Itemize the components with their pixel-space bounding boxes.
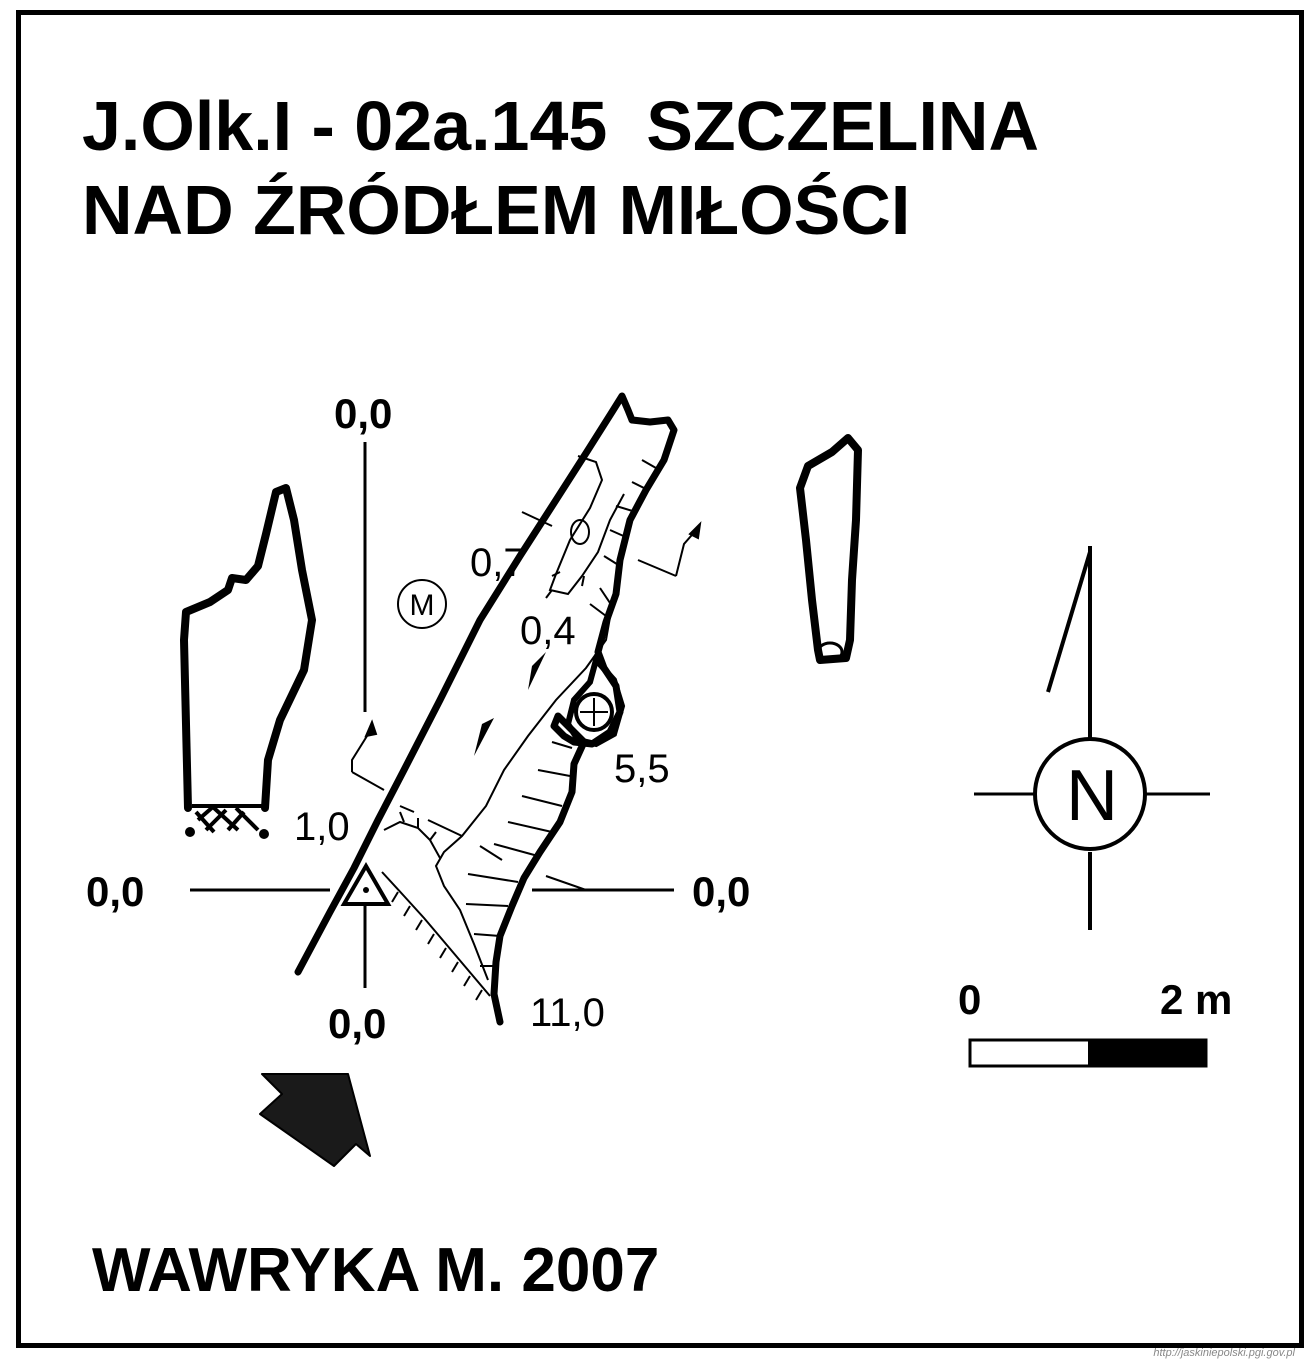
slope-arrow-2 bbox=[474, 718, 494, 756]
depth-label-11-0: 11,0 bbox=[530, 991, 605, 1035]
m-marker-circle bbox=[397, 579, 447, 629]
cave-wall-east bbox=[490, 416, 678, 1026]
datum-label-top: 0,0 bbox=[334, 390, 392, 437]
small-boulder bbox=[570, 519, 590, 545]
author-credit: WAWRYKA M. 2007 bbox=[92, 1236, 660, 1305]
cave-wall-west bbox=[294, 392, 636, 976]
north-compass-icon bbox=[974, 546, 1210, 930]
rock-outline-right bbox=[796, 434, 862, 664]
entrance-arrow-icon bbox=[259, 1073, 371, 1167]
shaft-chamber-wall bbox=[564, 653, 626, 748]
scale-label-start: 0 bbox=[958, 976, 981, 1023]
scale-label-end: 2 m bbox=[1160, 976, 1232, 1023]
depth-label-0-7: 0,7 bbox=[470, 541, 526, 585]
rock-outline-left bbox=[180, 484, 316, 812]
map-frame bbox=[16, 10, 1304, 1348]
depth-label-0-4: 0,4 bbox=[520, 609, 576, 653]
datum-label-right: 0,0 bbox=[692, 868, 750, 915]
title-line-2: NAD ŹRÓDŁEM MIŁOŚCI bbox=[82, 171, 911, 249]
scale-bar bbox=[968, 1038, 1208, 1068]
cross-section-line-lower bbox=[351, 719, 587, 891]
boulder-symbol bbox=[816, 641, 844, 663]
depth-label-1-0: 1,0 bbox=[294, 805, 350, 849]
north-label: N bbox=[1066, 756, 1118, 836]
m-marker-label: M bbox=[410, 589, 435, 622]
depth-label-5-5: 5,5 bbox=[614, 747, 670, 791]
datum-label-bottom: 0,0 bbox=[328, 1000, 386, 1047]
sediment-hatch bbox=[192, 804, 264, 834]
survey-point-dot bbox=[363, 887, 369, 893]
datum-label-left: 0,0 bbox=[86, 868, 144, 915]
map-title: J.Olk.I - 02a.145 SZCZELINA NAD ŹRÓDŁEM … bbox=[82, 84, 1039, 252]
floor-detail-lines bbox=[381, 455, 657, 997]
slope-ticks bbox=[391, 571, 585, 1001]
survey-point-triangle-icon bbox=[340, 862, 392, 906]
shaft-symbol-icon bbox=[574, 692, 614, 732]
title-line-1: J.Olk.I - 02a.145 SZCZELINA bbox=[82, 87, 1039, 165]
hatch-dot-left bbox=[185, 827, 195, 837]
cross-section-line-upper bbox=[521, 511, 702, 577]
source-url[interactable]: http://jaskiniepolski.pgi.gov.pl bbox=[1153, 1347, 1295, 1359]
slope-arrow-1 bbox=[528, 652, 546, 690]
hatch-dot-right bbox=[259, 829, 269, 839]
